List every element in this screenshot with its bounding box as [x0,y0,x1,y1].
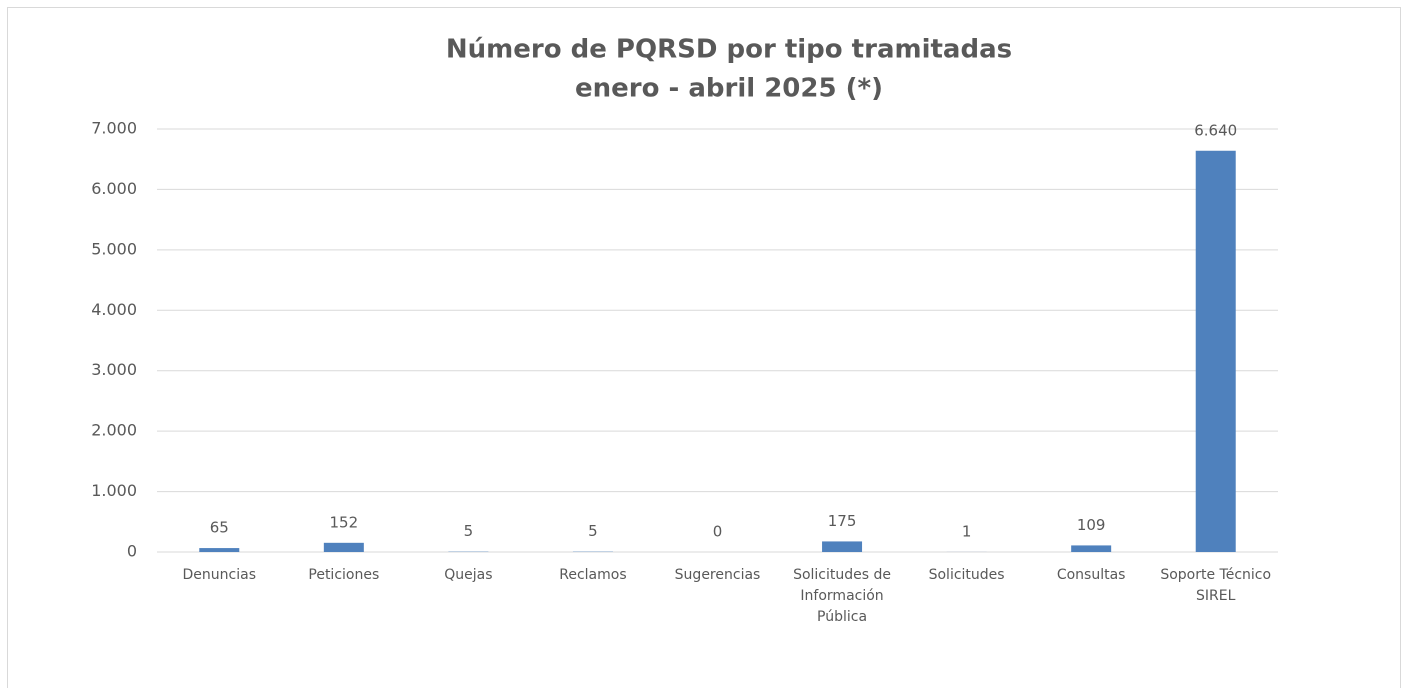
data-label: 5 [588,522,598,540]
y-tick-label: 7.000 [91,119,137,138]
bar [1195,150,1236,553]
x-tick-label: Soporte Técnico SIREL [1160,567,1272,604]
data-label: 152 [330,513,359,531]
data-label: 109 [1077,516,1106,534]
x-tick-label: Solicitudes [928,567,1005,583]
data-label: 175 [828,512,857,530]
data-label: 5 [464,522,474,540]
y-tick-label: 2.000 [91,421,137,440]
bar [1071,545,1112,552]
chart-subtitle: enero - abril 2025 (*) [575,74,883,104]
x-tick-label: Sugerencias [674,567,761,583]
y-tick-label: 1.000 [91,481,137,500]
x-tick-label: Reclamos [559,567,627,583]
x-tick-label: Peticiones [308,567,380,583]
data-label: 65 [210,519,229,537]
x-tick-label: Quejas [444,567,493,583]
data-label: 6.640 [1194,121,1237,139]
y-tick-label: 0 [127,542,137,561]
x-tick-label: Consultas [1056,567,1126,583]
y-tick-label: 4.000 [91,300,137,319]
x-tick-label: Denuncias [182,567,256,583]
x-tick-label: Solicitudes de Información Pública [793,567,892,625]
y-tick-label: 6.000 [91,179,137,198]
bar [822,541,863,552]
y-tick-label: 3.000 [91,360,137,379]
data-label: 1 [962,522,972,540]
chart-border [7,7,1401,688]
data-label: 0 [713,523,723,541]
bar [323,542,364,552]
bar [199,548,240,552]
chart-title: Número de PQRSD por tipo tramitadas [446,35,1012,65]
y-tick-label: 5.000 [91,239,137,258]
